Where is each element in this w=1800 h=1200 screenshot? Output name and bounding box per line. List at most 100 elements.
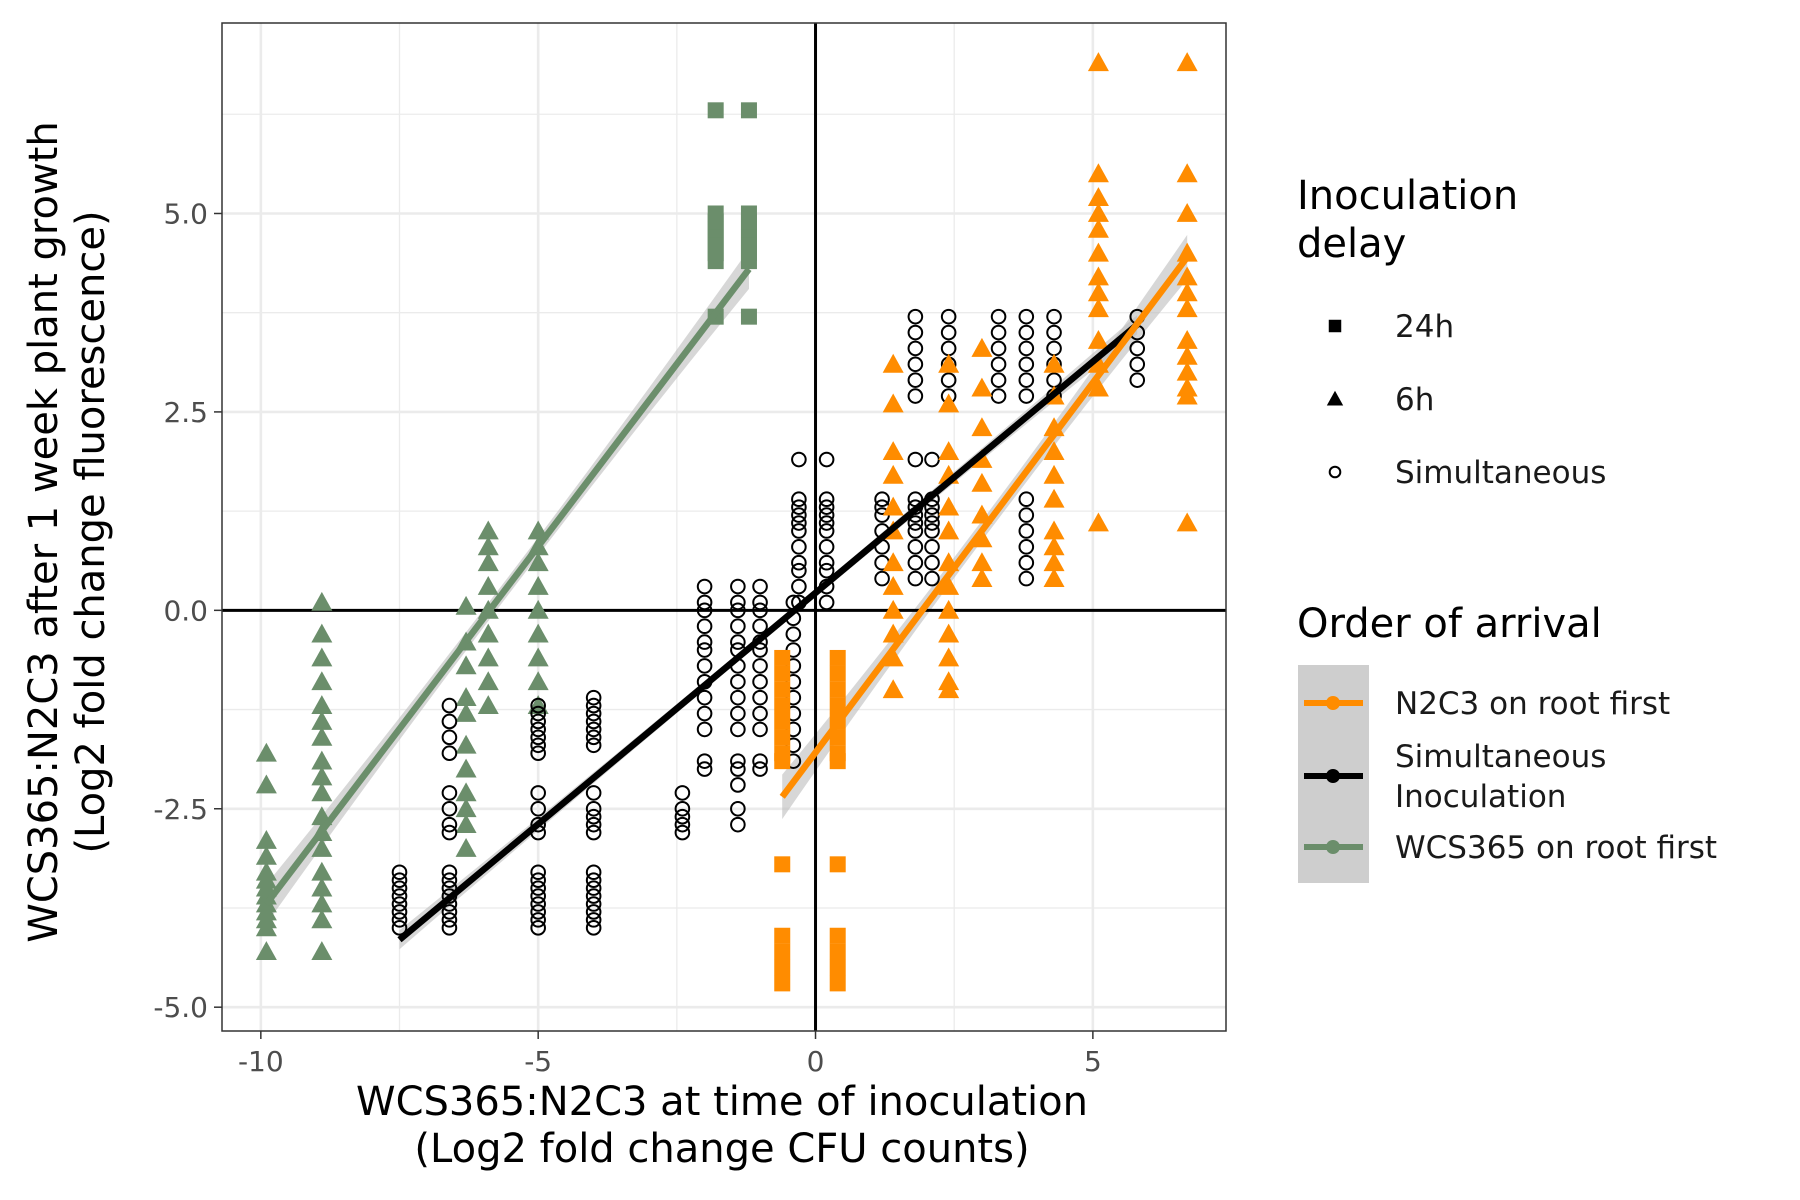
data-point [882, 552, 904, 572]
fit-line [263, 267, 752, 906]
data-point [1018, 372, 1035, 388]
legend-key-triangle [1326, 390, 1344, 406]
data-point [441, 745, 458, 762]
data-point [391, 872, 408, 888]
legend-label: WCS365 on root first [1395, 830, 1717, 866]
x-tick-label: -10 [238, 1045, 284, 1078]
data-point [1129, 340, 1146, 357]
data-point [527, 599, 549, 619]
legend-key-dot [1326, 696, 1340, 710]
data-point [255, 774, 277, 794]
data-point [441, 697, 458, 714]
minor-gridlines [222, 23, 1226, 1031]
data-point [674, 808, 691, 825]
data-point [585, 904, 602, 920]
data-point [585, 713, 602, 730]
data-point [477, 552, 499, 572]
data-point [990, 308, 1007, 325]
data-point [818, 554, 835, 571]
legend-label: 6h [1395, 382, 1434, 418]
data-point [1043, 536, 1065, 556]
data-point [1087, 298, 1109, 318]
data-point [477, 695, 499, 714]
data-point [1043, 441, 1065, 460]
data-point [455, 703, 477, 722]
data-point [674, 816, 691, 833]
data-point [907, 523, 924, 539]
data-point [940, 372, 957, 388]
data-point [874, 570, 890, 587]
data-point [882, 576, 904, 595]
data-point [818, 523, 835, 539]
data-point [1087, 187, 1109, 207]
legend-title-delay-line: Inoculation [1297, 173, 1518, 219]
data-point [791, 507, 807, 523]
data-point [391, 912, 408, 928]
data-point [874, 491, 890, 508]
data-point [311, 671, 333, 691]
data-point [938, 441, 960, 460]
data-point [818, 451, 835, 468]
data-point [477, 623, 499, 643]
data-point [924, 570, 940, 587]
data-point [455, 758, 477, 778]
data-point [774, 753, 791, 770]
data-point [730, 753, 746, 769]
data-point [1018, 491, 1035, 508]
data-point [527, 623, 549, 643]
data-point [311, 591, 333, 611]
data-point [255, 742, 277, 762]
legend-label: 24h [1395, 309, 1454, 345]
y-tick-label: -5.0 [153, 991, 208, 1024]
data-point [1087, 163, 1109, 183]
data-point [829, 943, 846, 960]
data-point [1018, 324, 1035, 341]
data-point [730, 602, 746, 619]
data-point [818, 499, 835, 515]
y-tick-label: 2.5 [163, 396, 208, 429]
data-point [829, 697, 846, 714]
data-point [530, 697, 546, 714]
data-point [791, 451, 807, 468]
data-point [311, 909, 333, 929]
data-point [527, 647, 549, 667]
data-point [938, 679, 960, 699]
data-point [311, 695, 333, 714]
data-point [829, 975, 846, 992]
data-point [907, 356, 924, 373]
data-point [829, 649, 846, 666]
data-point [752, 721, 768, 738]
data-point [1087, 512, 1109, 532]
data-point [882, 647, 904, 667]
data-point [530, 904, 546, 920]
legend-key-dot [1326, 769, 1340, 783]
data-point [730, 594, 746, 611]
y-tick-label: 0.0 [163, 594, 208, 627]
legend-title-order: Order of arrival [1297, 601, 1602, 647]
data-point [785, 626, 802, 642]
data-point [774, 959, 791, 976]
data-point [1176, 329, 1198, 349]
data-point [527, 552, 549, 572]
data-point [707, 253, 724, 270]
x-axis-title-line-1: WCS365:N2C3 at time of inoculation [356, 1079, 1088, 1125]
data-point [455, 734, 477, 754]
data-point [585, 888, 602, 904]
data-point [696, 578, 713, 595]
data-point [1176, 266, 1198, 286]
data-point [585, 697, 602, 714]
data-point [477, 647, 499, 667]
panel-border [221, 22, 1227, 1032]
data-point [971, 472, 993, 492]
y-axis-title-line-2: (Log2 fold change fluorescence) [68, 210, 114, 853]
data-point [752, 578, 768, 595]
data-point [752, 594, 768, 611]
data-point [530, 864, 546, 881]
data-point [990, 340, 1007, 357]
data-point [1176, 282, 1198, 302]
fit-line [779, 255, 1190, 799]
data-point [1046, 308, 1062, 325]
data-point [829, 959, 846, 976]
data-point [530, 721, 546, 738]
data-point [1176, 242, 1198, 262]
